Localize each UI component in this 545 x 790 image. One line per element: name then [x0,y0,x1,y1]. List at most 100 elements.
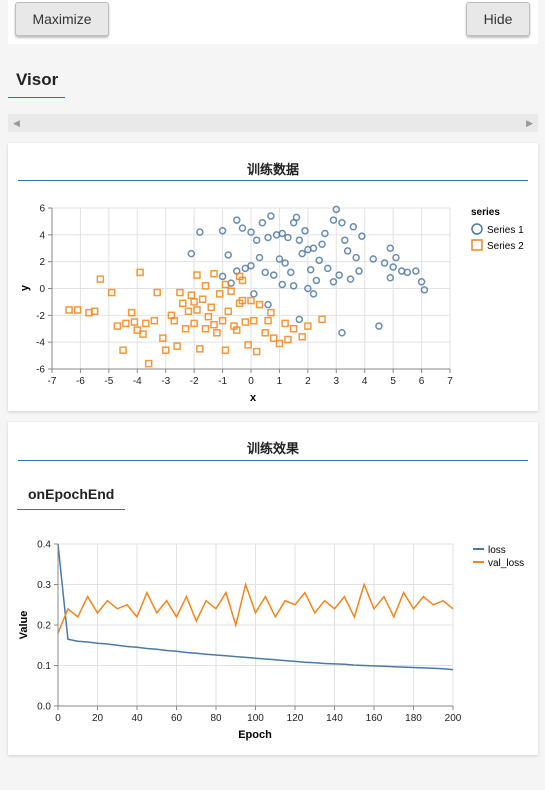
scatter-point-series2 [269,334,278,342]
scatter-point-series2 [107,288,116,297]
scatter-point-series2 [255,300,264,309]
scatter-card-rule [18,180,528,181]
scatter-point-series2 [153,288,161,297]
scatter-tick-label-y: -6 [36,365,45,376]
scatter-point-series1 [380,259,389,267]
scatter-point-series1 [187,249,196,258]
tab-scrollbar[interactable]: ◀ ▶ [8,114,538,132]
scatter-point-series2 [241,318,250,326]
scatter-tick-label-x: 7 [447,376,453,387]
scatter-point-series1 [295,236,304,244]
scatter-point-series1 [289,282,298,290]
scatter-point-series1 [252,236,261,244]
scatter-point-series2 [142,319,150,328]
history-tick-label-y: 0.4 [37,540,51,551]
visor-title: Visor [16,70,59,89]
scatter-point-series1 [298,249,306,258]
scatter-point-series2 [275,339,284,348]
scatter-legend: series Series 1 Series 2 [471,207,524,252]
scatter-point-series2 [284,335,292,344]
scatter-point-series1 [275,255,284,263]
scatter-tick-label-y: 4 [39,230,45,241]
scatter-point-series1 [389,263,397,271]
history-y-label: Value [18,611,30,640]
scatter-point-series1 [241,264,250,273]
history-subtitle-rule [17,509,125,510]
history-tick-label-x: 140 [326,713,343,724]
legend-series1-label: Series 1 [487,225,524,236]
scatter-point-series1 [233,216,241,224]
scatter-point-series2 [304,322,312,330]
scatter-point-series2 [96,275,105,283]
scatter-point-series1 [292,213,301,222]
scatter-point-series2 [190,298,198,306]
scatter-tick-label-x: 2 [305,376,311,387]
scatter-point-series1 [324,264,332,273]
scatter-point-series2 [173,342,181,350]
scroll-right-icon[interactable]: ▶ [526,118,533,128]
scatter-point-series2 [150,316,159,325]
scatter-point-series2 [127,308,136,317]
scatter-point-series2 [159,334,167,342]
scatter-point-series1 [255,253,264,262]
scatter-tick-label-x: 0 [248,376,254,387]
scatter-point-series1 [267,212,275,220]
history-card-title: 训练效果 [246,441,299,456]
maximize-button[interactable]: Maximize [15,2,109,36]
scatter-point-series1 [258,219,267,227]
history-card-rule [18,460,528,461]
hide-button[interactable]: Hide [466,2,530,36]
history-tick-label-x: 40 [131,713,143,724]
scatter-tick-label-x: 3 [334,376,340,387]
scatter-tick-label-y: 6 [39,204,45,215]
scatter-card-title: 训练数据 [246,162,299,177]
scatter-point-series1 [278,280,287,289]
scatter-point-series2 [193,306,201,314]
scatter-point-series1 [295,315,304,324]
scatter-point-series1 [375,322,383,330]
history-chart: 0 20 40 60 80 100 120 140 160 180 200 0.0 0.1 0.2 0.3 0… [18,540,524,742]
scatter-tick-label-x: -4 [133,376,142,387]
scroll-left-icon[interactable]: ◀ [13,118,20,128]
scatter-point-series1 [304,284,312,293]
scatter-point-series1 [341,236,349,244]
scatter-point-series2 [144,359,153,368]
scatter-y-label: y [19,284,31,291]
scatter-point-series2 [193,271,201,279]
scatter-point-series1 [355,267,363,275]
scatter-tick-label-x: -3 [161,376,170,387]
scatter-point-series1 [346,275,355,283]
scatter-point-series1 [287,268,295,277]
scatter-point-series1 [281,259,289,267]
legend-valloss-label: val_loss [488,558,524,569]
scatter-point-series1 [321,229,329,238]
scatter-point-series1 [264,233,272,242]
scatter-point-series2 [233,326,241,334]
legend-series2-label: Series 2 [487,241,524,252]
scatter-tick-label-x: -2 [190,376,199,387]
scatter-point-series2 [207,303,215,312]
scatter-point-series1 [218,227,227,235]
scatter-point-series2 [252,347,261,356]
scatter-point-series2 [65,306,73,314]
scatter-point-series2 [218,316,227,325]
history-tick-label-x: 160 [366,713,383,724]
scatter-point-series2 [215,290,224,298]
scatter-point-series2 [190,319,198,328]
history-tick-label-x: 80 [210,713,222,724]
history-tick-label-x: 120 [287,713,304,724]
scatter-point-series2 [170,316,178,325]
scatter-point-series1 [238,224,247,232]
history-line-loss [57,543,454,671]
scatter-point-series1 [196,228,204,236]
history-tick-label-x: 200 [445,713,462,724]
history-line-val-loss [57,581,454,634]
scatter-tick-label-x: 6 [419,376,425,387]
scatter-tick-label-x: 4 [362,376,368,387]
history-card: 训练效果 onEpochEnd 0 20 40 60 80 100 120 140 160 180… [8,422,538,755]
scatter-point-series2 [179,299,187,308]
scatter-point-series2 [184,307,193,316]
scatter-point-series1 [386,274,395,282]
scatter-point-series1 [269,271,278,279]
scatter-point-series1 [403,268,412,277]
